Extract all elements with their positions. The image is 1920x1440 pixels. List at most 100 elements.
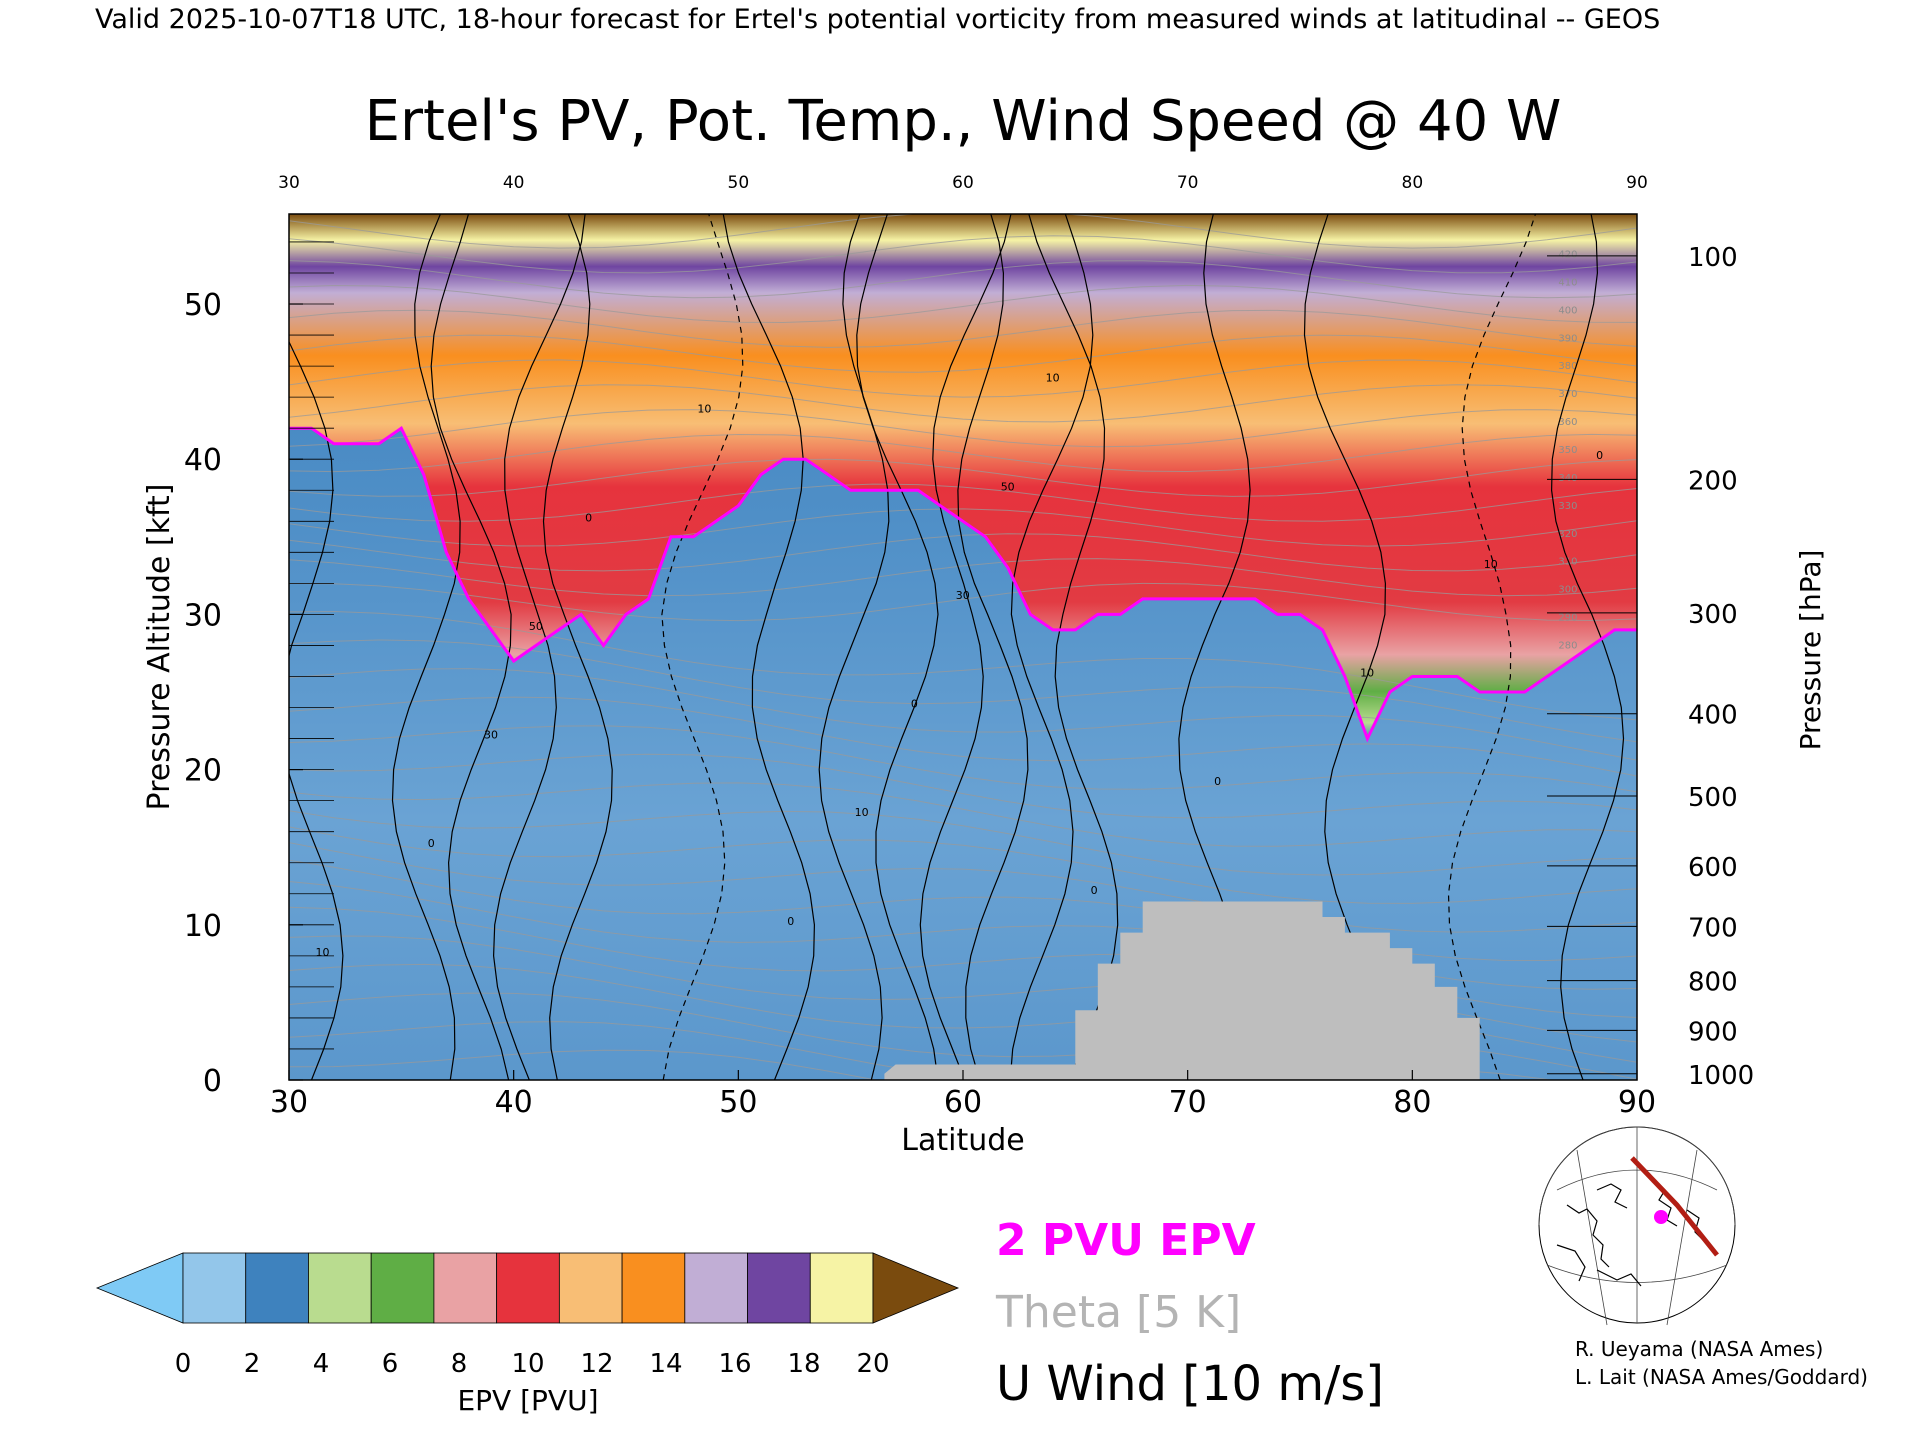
- pressure-tick-label: 400: [1688, 701, 1738, 731]
- x-tick-label: 40: [495, 1085, 533, 1120]
- x-axis-label: Latitude: [901, 1123, 1024, 1158]
- chart-title: Ertel's PV, Pot. Temp., Wind Speed @ 40 …: [365, 89, 1562, 154]
- inset-map-graticule: [1538, 1126, 1736, 1326]
- valid-line: Valid 2025-10-07T18 UTC, 18-hour forecas…: [95, 4, 1660, 35]
- theta-contour-line: [289, 508, 1637, 547]
- x-tick-label: 50: [719, 1085, 757, 1120]
- y-axis-label-left: Pressure Altitude [kft]: [142, 484, 177, 811]
- colorbar-swatch: [182, 1252, 247, 1324]
- y-tick-label: 10: [184, 909, 222, 944]
- theta-contour-line: [289, 284, 1637, 324]
- u-wind-contour-line: [1447, 214, 1537, 1080]
- theta-label: 300: [1558, 585, 1577, 596]
- u-wind-label: 10: [855, 806, 869, 819]
- u-wind-label: 10: [1046, 372, 1060, 385]
- inset-map-location-marker: [1654, 1210, 1668, 1224]
- theta-contour-line: [289, 409, 1637, 448]
- theta-contour-line: [289, 384, 1637, 423]
- theta-contour-line: [289, 458, 1637, 497]
- x-axis: 30 30 40 40 50 50 60 60 70 70 80 80 90 90: [270, 173, 1656, 1120]
- theta-label: 350: [1558, 445, 1577, 456]
- plot-area: 4204104003903803703603503403303203103002…: [289, 214, 1637, 1080]
- colorbar-swatch: [433, 1252, 498, 1324]
- u-wind-label: 0: [428, 837, 435, 850]
- x-top-tick-label: 40: [503, 173, 525, 193]
- theta-label: 420: [1558, 249, 1577, 260]
- u-wind-contour-line: [661, 214, 744, 1080]
- colorbar-label: EPV [PVU]: [457, 1384, 598, 1417]
- colorbar-swatch: [496, 1252, 560, 1324]
- u-wind-label: 0: [1214, 775, 1221, 788]
- x-tick-label: 70: [1169, 1085, 1207, 1120]
- colorbar-under-triangle: [95, 1252, 184, 1324]
- theta-contour-line: [289, 842, 1637, 933]
- theta-contour-line: [289, 309, 1637, 348]
- colorbar-over-triangle: [872, 1252, 960, 1324]
- legend: 2 PVU EPV Theta [5 K] U Wind [10 m/s]: [995, 1215, 1384, 1412]
- colorbar-tick-label: 2: [244, 1349, 261, 1379]
- colorbar-tick-label: 20: [856, 1349, 889, 1379]
- legend-item: 2 PVU EPV: [996, 1215, 1256, 1266]
- terrain-mask: [884, 901, 1480, 1080]
- y-tick-label: 30: [184, 598, 222, 633]
- u-wind-label: 10: [315, 946, 329, 959]
- x-tick-label: 30: [270, 1085, 308, 1120]
- legend-item: Theta [5 K]: [995, 1287, 1241, 1338]
- u-wind-contour-line: [818, 214, 890, 1080]
- theta-label: 370: [1558, 389, 1577, 400]
- theta-contour-line: [289, 483, 1637, 522]
- y-tick-label: 50: [184, 288, 222, 323]
- pressure-tick-label: 1000: [1688, 1061, 1754, 1091]
- credit-line-1: R. Ueyama (NASA Ames): [1575, 1337, 1823, 1361]
- inset-map: [1538, 1126, 1736, 1326]
- u-wind-contour-line: [722, 214, 816, 1080]
- epv-colorbar: 0 2 4 6 8 10 12 14 16 18 20: [95, 1252, 960, 1379]
- theta-contour-line: [289, 753, 1637, 819]
- theta-contour-line: [289, 214, 1637, 249]
- colorbar-swatch: [809, 1252, 874, 1324]
- colorbar-tick-label: 16: [718, 1349, 751, 1379]
- u-wind-contour-line: [1028, 214, 1119, 1080]
- u-wind-label: 30: [956, 589, 970, 602]
- u-wind-label: 0: [585, 511, 592, 524]
- u-wind-label: 0: [1596, 449, 1603, 462]
- theta-contour-line: [289, 260, 1637, 299]
- x-top-tick-label: 80: [1402, 173, 1424, 193]
- theta-label: 330: [1558, 501, 1577, 512]
- pressure-tick-label: 600: [1688, 853, 1738, 883]
- x-top-tick-label: 30: [278, 173, 300, 193]
- theta-label: 380: [1558, 361, 1577, 372]
- y-axis-kft: 0 10 20 30 40 50: [184, 241, 334, 1099]
- x-top-tick-label: 70: [1177, 173, 1199, 193]
- x-top-tick-label: 60: [952, 173, 974, 193]
- colorbar-tick-label: 6: [382, 1349, 399, 1379]
- pressure-tick-label: 200: [1688, 466, 1738, 496]
- theta-contour-line: [289, 668, 1637, 761]
- x-tick-label: 80: [1393, 1085, 1431, 1120]
- pressure-tick-label: 100: [1688, 243, 1738, 273]
- x-tick-label: 90: [1618, 1085, 1656, 1120]
- theta-contour-line: [289, 582, 1637, 622]
- u-wind-label: 50: [1001, 480, 1015, 493]
- colorbar-swatch: [308, 1252, 372, 1324]
- pressure-tick-label: 700: [1688, 913, 1738, 943]
- u-wind-contour-line: [391, 214, 461, 1080]
- u-wind-label: 50: [529, 620, 543, 633]
- colorbar-swatch: [370, 1252, 435, 1324]
- u-wind-label: 0: [1091, 884, 1098, 897]
- colorbar-swatch: [621, 1252, 686, 1324]
- pressure-tick-label: 500: [1688, 783, 1738, 813]
- pressure-tick-label: 300: [1688, 600, 1738, 630]
- theta-contour-line: [289, 533, 1637, 572]
- colorbar-swatch: [245, 1252, 309, 1324]
- theta-contour-line: [289, 359, 1637, 398]
- colorbar-tick-label: 12: [580, 1349, 613, 1379]
- u-wind-label: 10: [1484, 558, 1498, 571]
- credit-line-2: L. Lait (NASA Ames/Goddard): [1575, 1365, 1868, 1389]
- theta-label: 310: [1558, 557, 1577, 568]
- theta-contour-line: [289, 782, 1637, 847]
- theta-contours: 4204104003903803703603503403303203103002…: [289, 214, 1637, 1080]
- u-wind-contour-line: [1009, 214, 1094, 1080]
- inset-map-coastlines: [1556, 1179, 1706, 1287]
